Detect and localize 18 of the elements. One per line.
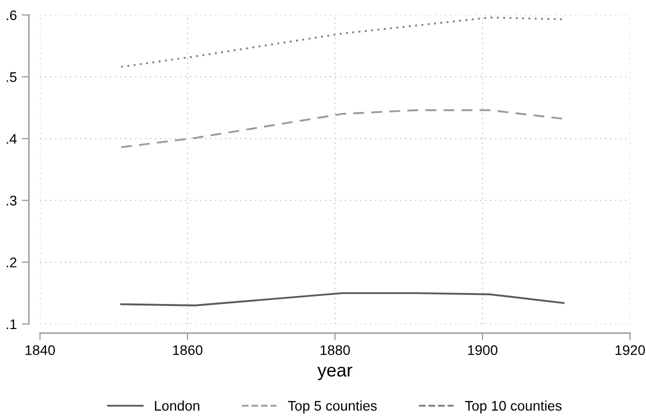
x-tick-label: 1920 [616,345,645,356]
x-tick-label: 1860 [173,345,202,356]
y-tick-label: .5 [6,72,16,82]
y-tick-label: .6 [6,10,16,20]
legend-label: London [154,400,200,411]
line-series [120,109,565,148]
x-tick-label: 1840 [26,345,55,356]
y-tick-label: .1 [6,319,16,330]
y-tick-label: .4 [6,134,17,144]
legend-label: Top 10 counties [465,400,562,414]
x-tick-label: 1900 [468,345,498,356]
x-axis-title: year [317,366,352,380]
legend-label: Top 5 counties [288,400,377,414]
x-tick-label: 1880 [320,345,350,356]
line-series [120,16,565,68]
line-series [120,292,565,306]
y-tick-label: .3 [6,196,16,206]
y-tick-label: .2 [6,258,16,268]
